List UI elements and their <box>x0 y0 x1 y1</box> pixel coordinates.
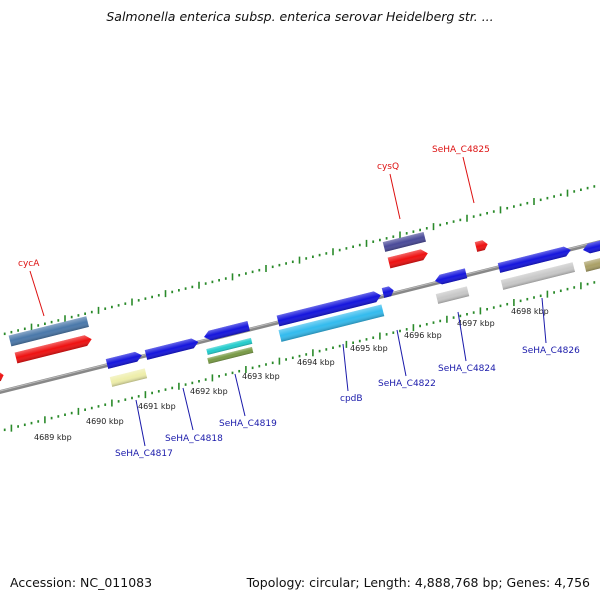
bottom-label-leader <box>342 343 349 392</box>
ruler-upper <box>3 185 596 336</box>
gene-shade <box>144 338 199 360</box>
gene-silver-4824[interactable] <box>435 286 470 304</box>
label-layer: 4689 kbp 4690 kbp 4691 kbp 4692 kbp 4693 kbp… <box>18 145 580 459</box>
scale-label: 4693 kbp <box>242 372 280 381</box>
topology-text: Topology: circular; Length: 4,888,768 bp… <box>246 575 590 590</box>
gene-blue-cpdB[interactable] <box>276 290 383 327</box>
gene-cyan-4819[interactable] <box>206 337 253 355</box>
bottom-label-leader <box>182 387 194 431</box>
gene-red-edge[interactable] <box>0 370 5 383</box>
gene-steelblue[interactable] <box>8 316 89 347</box>
gene-shade <box>381 286 394 298</box>
gene-slate-cysQ[interactable] <box>382 231 426 252</box>
scale-label: 4691 kbp <box>138 402 176 411</box>
scale-label: 4696 kbp <box>404 331 442 340</box>
gene-blue-4818[interactable] <box>144 337 200 360</box>
gene-red-cycA[interactable] <box>14 334 93 364</box>
top-gene-label[interactable]: cycA <box>18 259 40 269</box>
gene-red-cysQ[interactable] <box>387 248 429 269</box>
bottom-gene-label[interactable]: SeHA_C4818 <box>165 434 223 444</box>
gene-blue-edge[interactable] <box>582 237 600 255</box>
gene-shade <box>435 268 468 285</box>
gene-olive-4819[interactable] <box>207 346 254 364</box>
bottom-label-leader <box>457 311 467 362</box>
gene-olive-edge[interactable] <box>583 254 600 272</box>
gene-shade <box>109 368 148 387</box>
gene-blue-4819[interactable] <box>203 320 250 342</box>
gene-layer <box>0 231 600 387</box>
gene-shade <box>207 346 254 364</box>
bottom-label-leader <box>234 373 246 417</box>
top-gene-label[interactable]: cysQ <box>377 162 399 172</box>
gene-blue-small[interactable] <box>381 285 395 298</box>
scale-label: 4690 kbp <box>86 417 124 426</box>
gene-khaki-4817[interactable] <box>109 368 148 387</box>
scale-label: 4695 kbp <box>350 344 388 353</box>
bottom-label-leader <box>396 329 407 377</box>
scale-label: 4694 kbp <box>297 358 335 367</box>
gene-red-4825[interactable] <box>474 239 489 252</box>
scale-label: 4689 kbp <box>34 433 72 442</box>
bottom-gene-label[interactable]: cpdB <box>340 394 363 404</box>
gene-shade <box>497 246 571 273</box>
top-label-leader <box>389 173 401 220</box>
gene-shade <box>435 286 470 304</box>
bottom-gene-label[interactable]: SeHA_C4817 <box>115 449 173 459</box>
gene-blue-4817[interactable] <box>105 350 143 369</box>
top-gene-label[interactable]: SeHA_C4825 <box>432 145 490 155</box>
gene-silver-4826[interactable] <box>500 262 576 290</box>
bottom-gene-label[interactable]: SeHA_C4819 <box>219 419 277 429</box>
top-label-leader <box>29 270 45 317</box>
gene-shade <box>500 262 576 290</box>
bottom-gene-label[interactable]: SeHA_C4826 <box>522 346 580 356</box>
page-title: Salmonella enterica subsp. enterica sero… <box>106 9 494 24</box>
gene-shade <box>382 231 426 252</box>
gene-shade <box>204 320 250 341</box>
track-lines <box>0 185 600 432</box>
gene-shade <box>387 249 428 269</box>
scale-label: 4697 kbp <box>457 319 495 328</box>
bottom-label-leader <box>541 297 547 344</box>
scale-label: 4698 kbp <box>511 307 549 316</box>
gene-shade <box>105 351 142 369</box>
bottom-gene-label[interactable]: SeHA_C4822 <box>378 379 436 389</box>
gene-blue-4824[interactable] <box>434 268 468 285</box>
bottom-label-leader <box>135 399 146 447</box>
top-label-leader <box>462 156 475 204</box>
gene-shade <box>278 304 385 342</box>
gene-shade <box>206 337 253 355</box>
gene-shade <box>8 316 89 347</box>
gene-shade <box>0 371 4 383</box>
scale-label: 4692 kbp <box>190 387 228 396</box>
gene-shade <box>14 335 92 364</box>
gene-skyblue-cpdB[interactable] <box>278 304 385 342</box>
gene-shade <box>583 254 600 272</box>
gene-shade <box>583 237 600 254</box>
gene-shade <box>276 291 381 327</box>
accession-text: Accession: NC_011083 <box>10 575 153 590</box>
gene-shade <box>474 240 488 252</box>
ruler-lower <box>3 281 596 432</box>
gene-blue-4826[interactable] <box>497 245 572 273</box>
bottom-gene-label[interactable]: SeHA_C4824 <box>438 364 496 374</box>
